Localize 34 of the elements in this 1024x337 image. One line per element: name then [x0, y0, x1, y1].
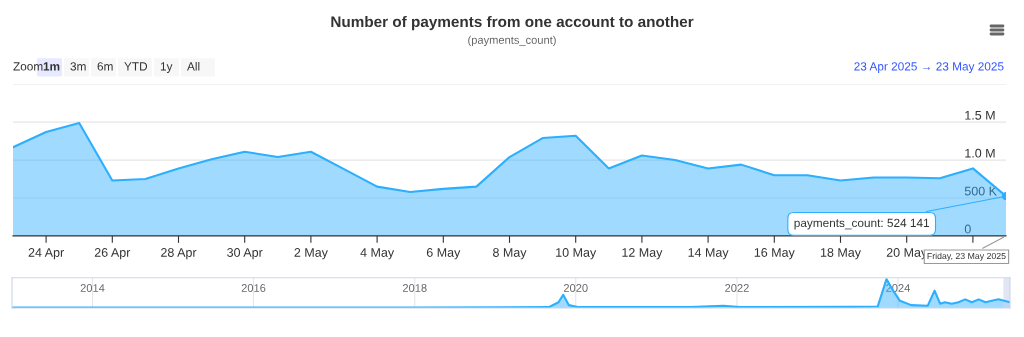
chart-title: Number of payments from one account to another [331, 15, 694, 31]
x-tick-label: 28 Apr [161, 248, 197, 260]
x-tick-label: 2014 [80, 284, 105, 292]
text: 3m [70, 62, 86, 71]
text: 1y [160, 62, 173, 73]
y-tick-label: 1.5 M [965, 110, 995, 120]
y-tick-label: 1.0 M [965, 148, 995, 158]
annotation: Friday, 23 May 2025 [927, 252, 1006, 261]
x-tick-label: 4 May [360, 248, 395, 260]
text: 23 Apr 2025 → 23 May 2025 [854, 62, 1004, 73]
text: All [187, 61, 200, 71]
annotation: payments_count: 524 141 [794, 218, 930, 230]
x-tick-label: 24 Apr [28, 248, 64, 260]
x-tick-label: 16 May [754, 248, 795, 260]
x-tick-label: 12 May [622, 248, 663, 260]
x-tick-label: 10 May [556, 248, 597, 260]
x-tick-label: 2016 [241, 284, 266, 292]
x-tick-label: 30 Apr [227, 248, 263, 260]
text: Zoom [13, 62, 43, 71]
x-tick-label: 18 May [820, 248, 861, 260]
x-tick-label: 14 May [688, 248, 729, 260]
x-tick-label: 6 May [426, 248, 461, 260]
x-tick-label: 8 May [493, 248, 527, 260]
chart-subtitle: (payments_count) [468, 35, 556, 47]
text: 6m [97, 62, 113, 71]
text: 1m [43, 62, 60, 71]
y-tick-label: 0 [964, 224, 971, 234]
x-tick-label: 2 May [294, 248, 328, 260]
y-tick-label: 500 K [964, 186, 997, 196]
x-tick-label: 2022 [725, 284, 749, 292]
x-tick-label: 26 Apr [94, 248, 131, 260]
x-tick-label: 2020 [563, 284, 588, 292]
x-tick-label: 2018 [402, 284, 427, 292]
text: YTD [124, 62, 148, 71]
